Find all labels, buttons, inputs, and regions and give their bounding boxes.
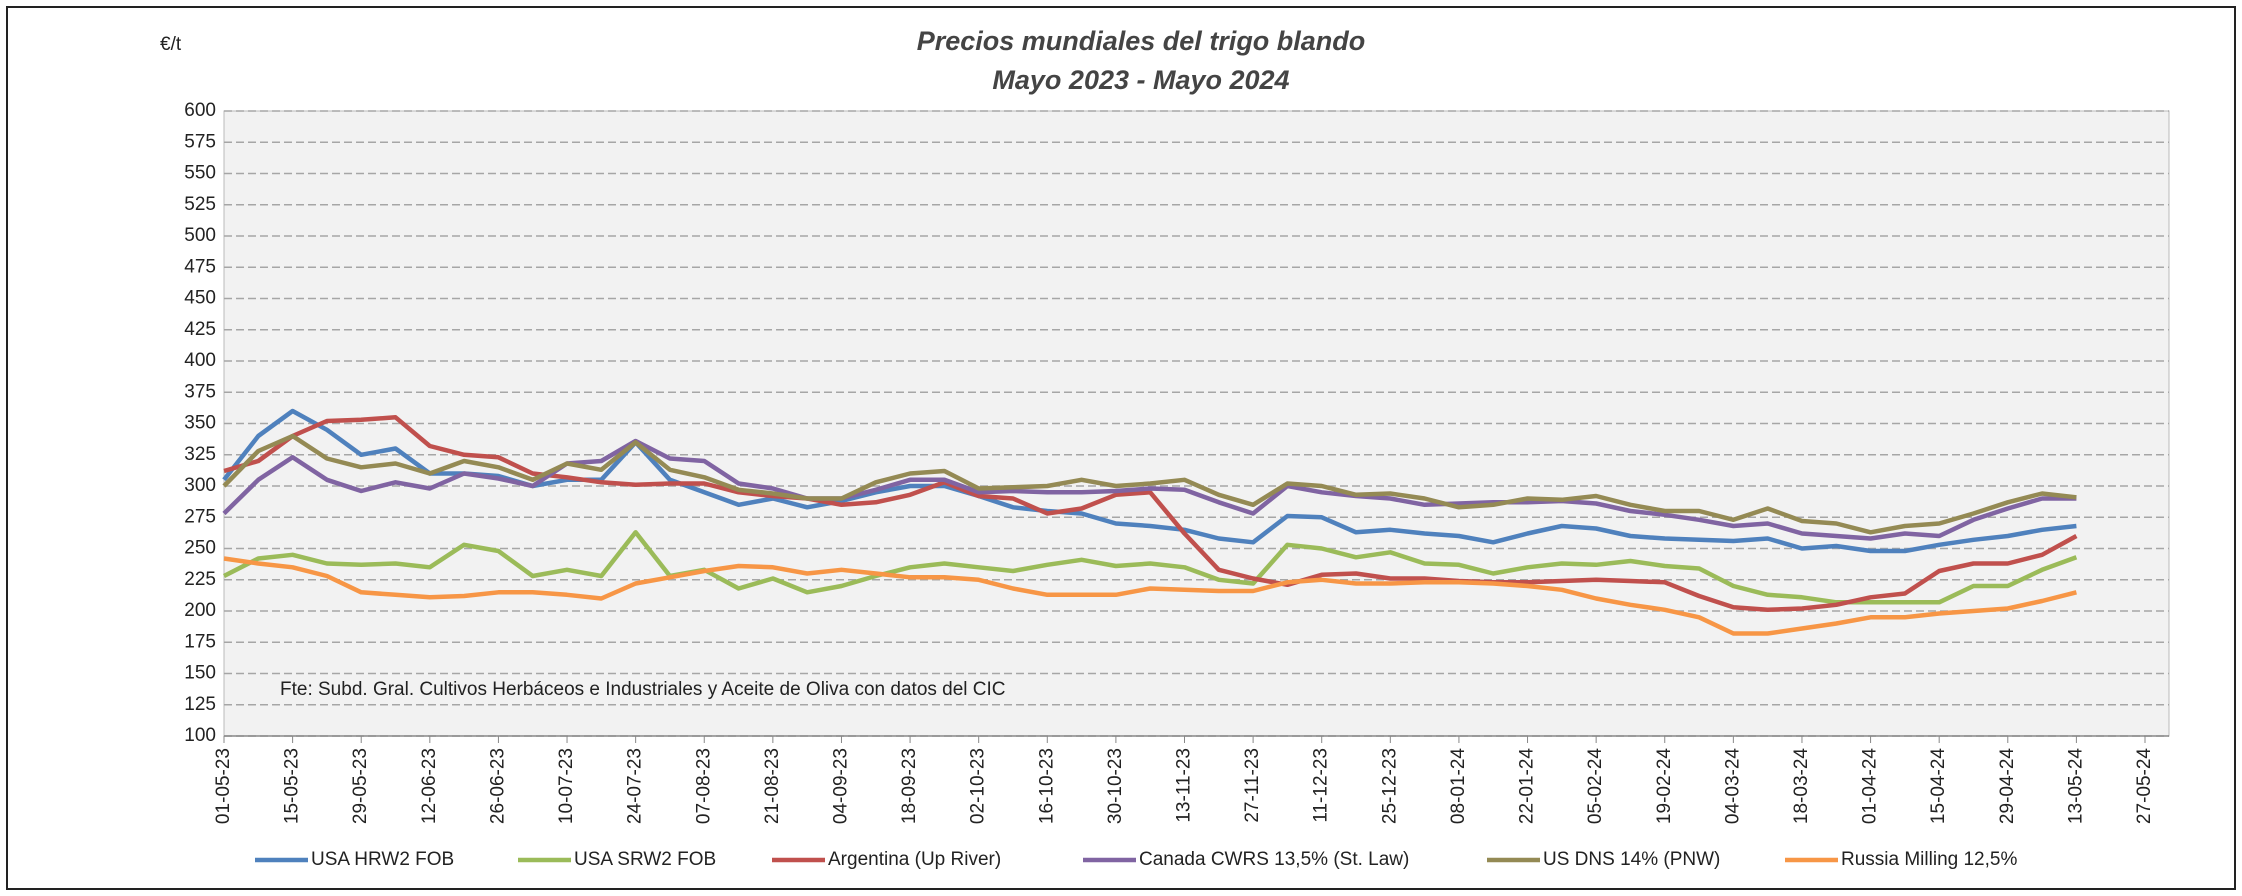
y-tick-label: 325 xyxy=(184,444,216,465)
y-tick-label: 400 xyxy=(184,350,216,371)
x-tick-label: 26-06-23 xyxy=(487,748,508,824)
legend-label: Russia Milling 12,5% xyxy=(1841,849,2017,870)
y-tick-label: 125 xyxy=(184,694,216,715)
x-tick-label: 13-05-24 xyxy=(2065,748,2086,824)
y-tick-label: 100 xyxy=(184,725,216,746)
y-tick-label: 225 xyxy=(184,569,216,590)
series-line xyxy=(223,556,2077,636)
x-tick-label: 19-02-24 xyxy=(1654,748,1675,824)
series-line xyxy=(222,530,2078,605)
x-tick-label: 01-04-24 xyxy=(1860,748,1881,824)
annotation: Fte: Subd. Gral. Cultivos Herbáceos e In… xyxy=(280,679,1006,700)
y-tick-label: 175 xyxy=(184,631,216,652)
y-tick-label: 475 xyxy=(184,256,216,277)
legend-label: US DNS 14% (PNW) xyxy=(1543,849,1720,870)
y-tick-label: 300 xyxy=(184,475,216,496)
x-tick-label: 30-10-23 xyxy=(1105,748,1126,824)
y-tick-label: 500 xyxy=(184,225,216,246)
x-tick-label: 05-02-24 xyxy=(1585,748,1606,824)
x-tick-label: 29-05-23 xyxy=(350,748,371,824)
series-line xyxy=(222,433,2077,535)
x-tick-label: 12-06-23 xyxy=(419,748,440,824)
x-tick-label: 22-01-24 xyxy=(1517,748,1538,824)
y-tick-label: 450 xyxy=(184,288,216,309)
chart-title: Precios mundiales del trigo blando xyxy=(917,26,1366,56)
y-tick-label: 200 xyxy=(184,600,216,621)
legend-label: Argentina (Up River) xyxy=(828,849,1001,870)
y-tick-label: 375 xyxy=(184,381,216,402)
x-tick-label: 02-10-23 xyxy=(968,748,989,824)
y-axis-label: €/t xyxy=(160,34,182,55)
series-line xyxy=(222,438,2077,541)
x-tick-label: 04-09-23 xyxy=(830,748,851,824)
x-tick-label: 15-04-24 xyxy=(1928,748,1949,824)
y-tick-label: 575 xyxy=(184,131,216,152)
x-tick-label: 07-08-23 xyxy=(693,748,714,824)
x-tick-label: 18-03-24 xyxy=(1791,748,1812,824)
x-tick-label: 15-05-23 xyxy=(282,748,303,824)
x-tick-label: 16-10-23 xyxy=(1036,748,1057,824)
x-tick-label: 01-05-23 xyxy=(213,748,234,824)
x-tick-label: 11-12-23 xyxy=(1311,748,1332,823)
x-tick-label: 18-09-23 xyxy=(899,748,920,824)
x-tick-label: 08-01-24 xyxy=(1448,748,1469,824)
x-tick-label: 27-11-23 xyxy=(1242,748,1263,823)
y-tick-label: 525 xyxy=(184,194,216,215)
series-line xyxy=(223,415,2078,613)
y-tick-label: 150 xyxy=(184,663,216,684)
y-tick-label: 275 xyxy=(184,506,216,527)
legend-label: USA SRW2 FOB xyxy=(574,849,716,870)
y-tick-label: 350 xyxy=(184,413,216,434)
x-tick-label: 24-07-23 xyxy=(625,748,646,824)
legend-label: USA HRW2 FOB xyxy=(311,849,454,870)
x-tick-label: 27-05-24 xyxy=(2134,748,2155,824)
x-tick-label: 21-08-23 xyxy=(762,748,783,824)
y-tick-label: 250 xyxy=(184,538,216,559)
x-tick-label: 25-12-23 xyxy=(1379,748,1400,824)
x-tick-label: 10-07-23 xyxy=(556,748,577,824)
y-tick-label: 425 xyxy=(184,319,216,340)
chart-subtitle: Mayo 2023 - Mayo 2024 xyxy=(992,65,1289,95)
x-tick-label: 13-11-23 xyxy=(1174,748,1195,823)
y-tick-label: 550 xyxy=(184,163,216,184)
x-tick-label: 04-03-24 xyxy=(1722,748,1743,824)
y-tick-label: 600 xyxy=(184,100,216,121)
x-tick-label: 29-04-24 xyxy=(1997,748,2018,824)
legend-label: Canada CWRS 13,5% (St. Law) xyxy=(1139,849,1409,870)
